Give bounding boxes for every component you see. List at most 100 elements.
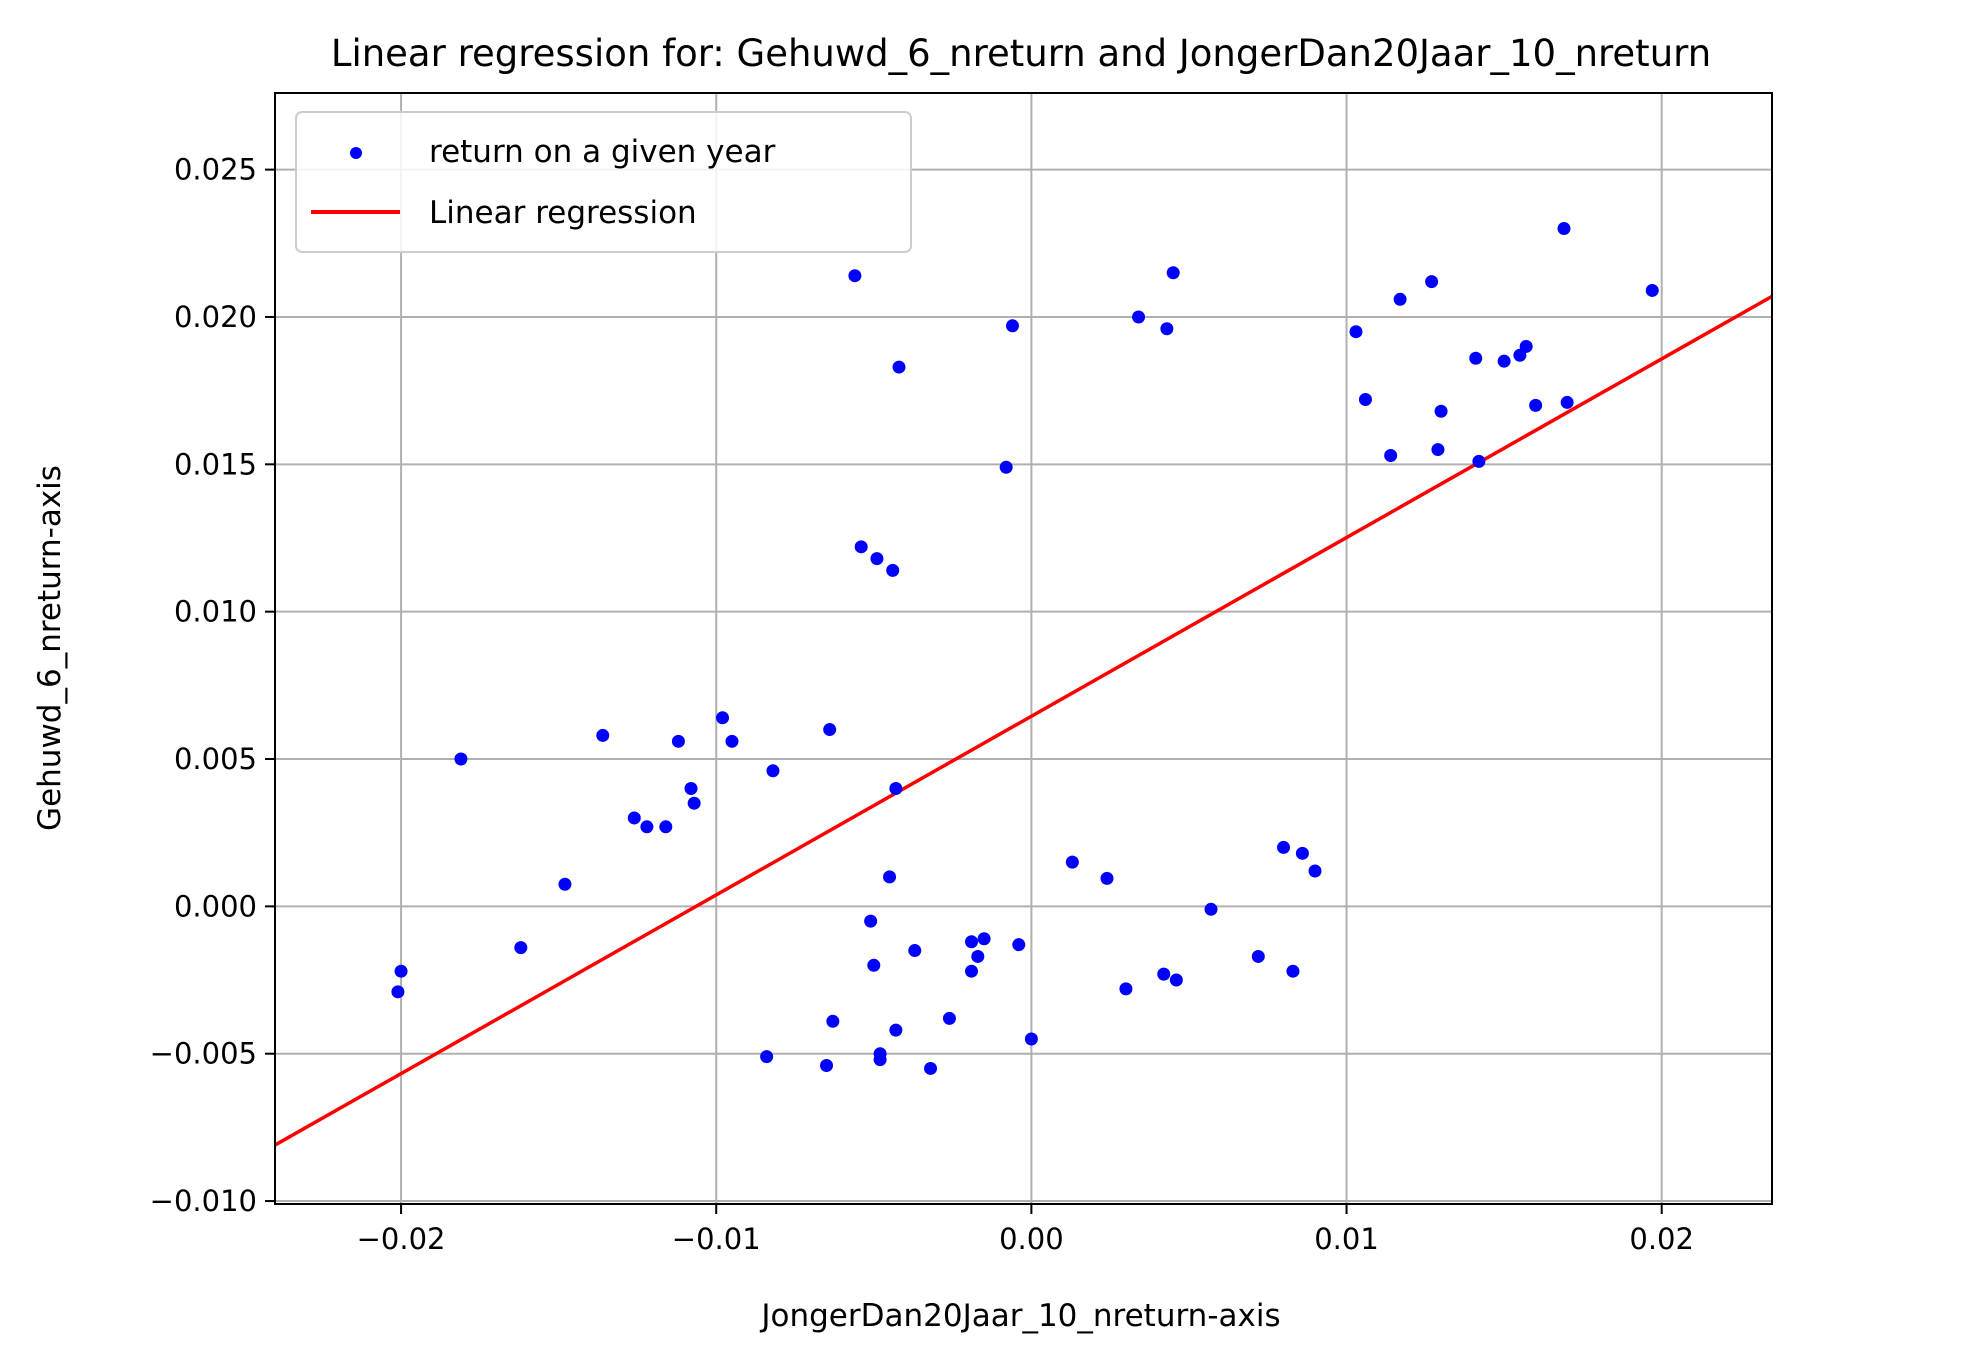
data-point (1497, 354, 1511, 368)
chart-title: Linear regression for: Gehuwd_6_nreturn … (331, 32, 1711, 75)
data-point (1065, 855, 1079, 869)
data-point (977, 932, 991, 946)
x-tick-label: −0.02 (357, 1222, 446, 1256)
y-tick-label: 0.020 (174, 300, 257, 334)
data-point (1024, 1032, 1038, 1046)
data-point (1308, 864, 1322, 878)
x-tick-label: 0.00 (999, 1222, 1064, 1256)
data-point (1160, 322, 1174, 336)
y-axis-label: Gehuwd_6_nreturn-axis (32, 465, 68, 831)
legend-scatter-marker (350, 147, 362, 159)
data-point (883, 870, 897, 884)
y-tick-label: 0.015 (174, 447, 257, 481)
data-point (873, 1053, 887, 1067)
data-point (716, 711, 730, 725)
data-point (908, 944, 922, 958)
data-point (1295, 846, 1309, 860)
data-point (870, 552, 884, 566)
data-point (1157, 967, 1171, 981)
data-point (1166, 266, 1180, 280)
x-tick-label: −0.01 (672, 1222, 761, 1256)
x-tick-label: 0.01 (1314, 1222, 1379, 1256)
legend-box (295, 111, 912, 253)
data-point (1434, 404, 1448, 418)
legend-label-regression: Linear regression (429, 195, 697, 231)
data-point (394, 964, 408, 978)
y-tick-label: 0.005 (174, 742, 257, 776)
y-tick-label: −0.005 (150, 1037, 257, 1071)
data-point (1169, 973, 1183, 987)
data-point (1277, 840, 1291, 854)
data-point (1472, 454, 1486, 468)
y-axis-ticks: −0.010 −0.005 0.000 0.005 0.010 0.015 0.020 0.0… (150, 153, 275, 1218)
regression-line (274, 294, 1773, 1147)
regression-layer (274, 294, 1773, 1147)
data-point (1560, 395, 1574, 409)
data-point (964, 964, 978, 978)
data-point (684, 781, 698, 795)
data-point (820, 1058, 834, 1072)
data-point (687, 796, 701, 810)
x-axis-ticks: −0.02 −0.01 0.00 0.01 0.02 (357, 1204, 1694, 1256)
data-point (942, 1011, 956, 1025)
data-point (1251, 949, 1265, 963)
data-point (854, 540, 868, 554)
data-point (1431, 443, 1445, 457)
data-point (1425, 275, 1439, 289)
data-point (971, 949, 985, 963)
data-point (1384, 448, 1398, 462)
data-point (1519, 339, 1533, 353)
y-tick-label: 0.010 (174, 595, 257, 629)
data-point (1529, 398, 1543, 412)
data-point (514, 941, 528, 955)
points-layer (391, 222, 1659, 1075)
data-point (454, 752, 468, 766)
data-point (766, 764, 780, 778)
data-point (1358, 392, 1372, 406)
data-point (725, 734, 739, 748)
data-point (760, 1050, 774, 1064)
data-point (1469, 351, 1483, 365)
data-point (596, 728, 610, 742)
data-point (892, 360, 906, 374)
data-point (1100, 871, 1114, 885)
data-point (964, 935, 978, 949)
data-point (867, 958, 881, 972)
y-tick-label: 0.025 (174, 153, 257, 187)
data-point (1393, 292, 1407, 306)
x-tick-label: 0.02 (1629, 1222, 1694, 1256)
data-point (1204, 902, 1218, 916)
data-point (826, 1014, 840, 1028)
data-point (391, 985, 405, 999)
data-point (1557, 222, 1571, 236)
data-point (1119, 982, 1133, 996)
data-point (823, 723, 837, 737)
data-point (671, 734, 685, 748)
data-point (1012, 938, 1026, 952)
legend: return on a given year Linear regression (295, 111, 912, 253)
data-point (924, 1061, 938, 1075)
data-point (889, 781, 903, 795)
grid-lines (275, 93, 1772, 1204)
data-point (864, 914, 878, 928)
data-point (1645, 283, 1659, 297)
data-point (1349, 325, 1363, 339)
data-point (558, 877, 572, 891)
data-point (889, 1023, 903, 1037)
legend-label-scatter: return on a given year (429, 134, 776, 170)
data-point (848, 269, 862, 283)
y-tick-label: −0.010 (150, 1184, 257, 1218)
x-axis-label: JongerDan20Jaar_10_nreturn-axis (759, 1298, 1280, 1334)
data-point (659, 820, 673, 834)
y-tick-label: 0.000 (174, 889, 257, 923)
plot-area-frame (274, 92, 1773, 1205)
data-point (627, 811, 641, 825)
data-point (1286, 964, 1300, 978)
data-point (999, 460, 1013, 474)
data-point (640, 820, 654, 834)
data-point (1005, 319, 1019, 333)
data-point (886, 563, 900, 577)
data-point (1132, 310, 1146, 324)
